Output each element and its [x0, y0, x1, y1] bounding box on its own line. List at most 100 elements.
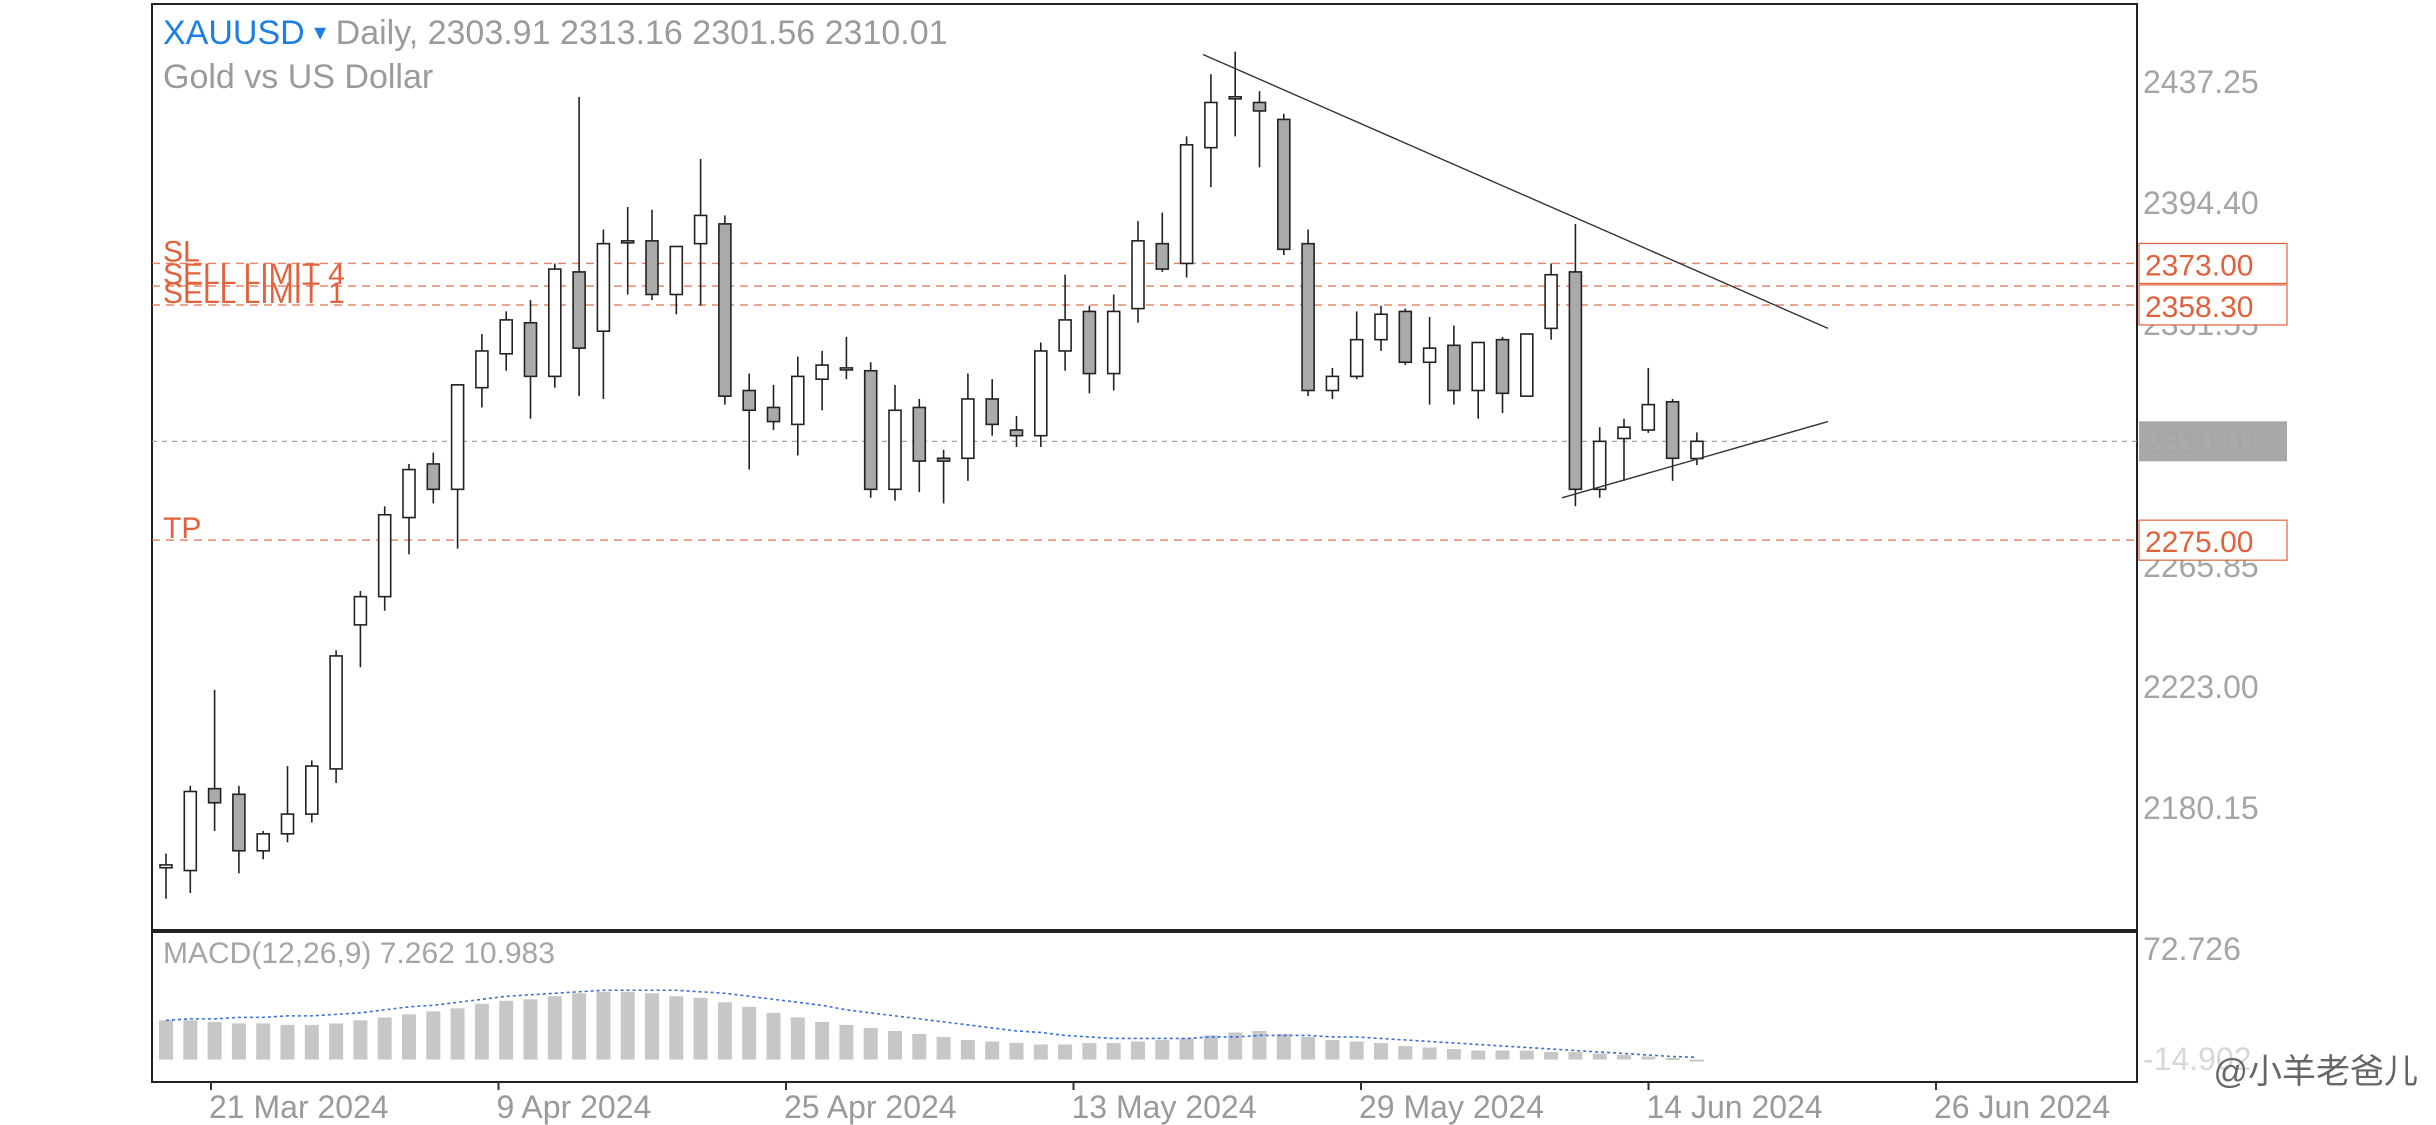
candle-body	[1228, 96, 1242, 100]
candle-body	[1665, 400, 1680, 460]
macd-bar	[790, 1017, 805, 1060]
candle-body	[572, 271, 586, 349]
macd-bar	[1009, 1042, 1024, 1060]
candle-body	[596, 242, 611, 333]
candle-body	[1034, 350, 1048, 437]
macd-bar	[1422, 1047, 1437, 1060]
candle-body	[1349, 338, 1364, 378]
candle-body	[1131, 240, 1145, 310]
macd-histogram	[159, 991, 1704, 1062]
macd-bar	[474, 1003, 489, 1060]
candle-body	[1155, 242, 1170, 270]
candle-body	[1009, 429, 1024, 437]
candle-body	[280, 813, 295, 835]
order-price-box	[2138, 284, 2288, 326]
macd-bar	[1641, 1056, 1656, 1060]
macd-bar	[572, 993, 587, 1060]
macd-bar	[1252, 1030, 1267, 1060]
candle-body	[402, 468, 416, 519]
macd-bar	[863, 1027, 878, 1060]
candle-body	[888, 409, 902, 491]
symbol-name[interactable]: XAUUSD	[163, 14, 305, 52]
order-price-box	[2138, 519, 2288, 561]
order-label: SL	[163, 235, 200, 268]
date-tick-label: 14 Jun 2024	[1647, 1089, 1823, 1125]
candle-body	[499, 319, 514, 355]
candle-body	[1447, 344, 1461, 392]
macd-scale-top: 72.726	[2143, 931, 2241, 967]
candle-body	[426, 463, 441, 491]
macd-bar	[1082, 1042, 1097, 1060]
macd-bar	[693, 997, 708, 1060]
macd-bar	[839, 1024, 854, 1060]
candle-body	[475, 350, 489, 389]
candle-body	[790, 375, 805, 426]
candle-body	[1495, 338, 1510, 395]
macd-bar	[1106, 1042, 1121, 1060]
order-label: SELL LIMIT 4	[163, 258, 345, 291]
macd-bar	[1374, 1042, 1388, 1060]
macd-bar	[1398, 1045, 1413, 1060]
macd-header: MACD(12,26,9) 7.262 10.983	[163, 937, 555, 971]
candle-body	[693, 214, 708, 245]
macd-bar	[1617, 1055, 1631, 1060]
candle-body	[766, 406, 781, 423]
macd-signal-line	[165, 989, 1697, 1059]
candle-body	[815, 364, 829, 381]
macd-bar	[1155, 1039, 1170, 1060]
trendline	[1561, 420, 1829, 499]
candle-body	[1617, 426, 1631, 440]
main-chart-frame	[151, 3, 2138, 931]
date-tick-label: 21 Mar 2024	[209, 1089, 389, 1125]
candle-body	[620, 240, 635, 244]
macd-values: 7.262 10.983	[379, 937, 555, 970]
candle-body	[1204, 101, 1218, 149]
candle-body	[742, 389, 757, 412]
macd-bar	[1325, 1039, 1340, 1060]
macd-bar	[1544, 1052, 1559, 1060]
ohlc-readout: Daily, 2303.91 2313.16 2301.56 2310.01	[335, 14, 948, 52]
macd-bar	[766, 1012, 781, 1060]
candle-body	[839, 367, 854, 371]
candle-body	[1641, 403, 1656, 431]
macd-bar	[523, 999, 538, 1060]
candle-body	[1520, 333, 1534, 397]
candle-body	[669, 245, 684, 296]
macd-bar	[717, 1002, 732, 1060]
macd-bar	[888, 1030, 902, 1060]
current-price-label: 2310.01	[2145, 424, 2261, 460]
price-tick-label: 2437.25	[2143, 64, 2259, 100]
candles-group	[159, 51, 1704, 899]
macd-bar	[159, 1020, 173, 1060]
macd-bar	[1276, 1033, 1291, 1060]
candle-body	[1592, 440, 1607, 491]
macd-bar	[936, 1036, 951, 1060]
macd-bar	[1519, 1050, 1534, 1060]
macd-bar	[912, 1033, 927, 1060]
candle-body	[936, 457, 951, 462]
trendline	[1202, 53, 1829, 330]
candle-body	[1544, 273, 1558, 330]
candle-body	[863, 369, 878, 491]
symbol-dropdown-icon[interactable]: ▾	[314, 19, 327, 46]
candle-body	[1398, 310, 1413, 364]
candle-body	[718, 223, 732, 397]
macd-bar	[256, 1023, 271, 1060]
date-tick-label: 29 May 2024	[1359, 1089, 1544, 1125]
symbol-header[interactable]: XAUUSD ▾ Daily, 2303.91 2313.16 2301.56 …	[163, 14, 948, 53]
candle-body	[232, 793, 246, 852]
symbol-description: Gold vs US Dollar	[163, 58, 434, 96]
watermark: @小羊老爸儿	[2213, 1053, 2418, 1091]
candle-body	[1568, 271, 1583, 491]
macd-bar	[815, 1021, 830, 1060]
candle-body	[1252, 101, 1267, 112]
date-tick-label: 13 May 2024	[1072, 1089, 1257, 1125]
macd-bar	[547, 996, 562, 1060]
candle-body	[1301, 242, 1315, 392]
candle-body	[1325, 375, 1340, 392]
candle-body	[1374, 313, 1388, 341]
macd-bar	[231, 1023, 246, 1060]
macd-bar	[377, 1017, 392, 1060]
macd-bar	[1228, 1032, 1243, 1060]
